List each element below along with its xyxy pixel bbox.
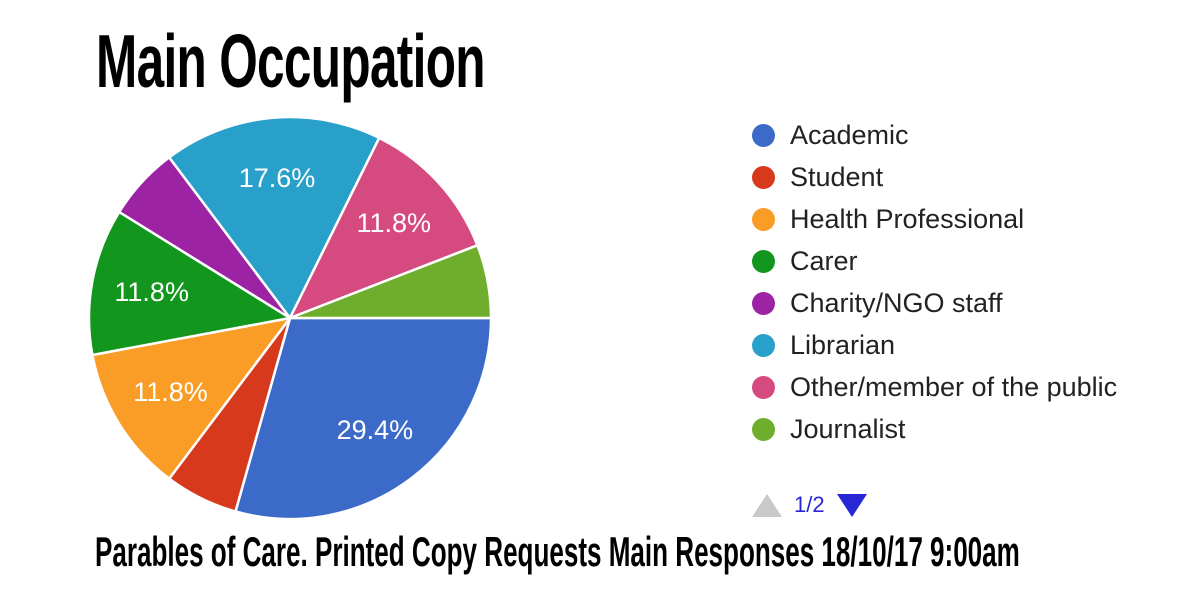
legend-item-charity-ngo-staff: Charity/NGO staff	[752, 282, 1117, 324]
legend-label: Student	[790, 161, 884, 192]
legend-label: Journalist	[790, 413, 906, 444]
pie-slice-journalist[interactable]	[288, 244, 493, 320]
legend-swatch-icon	[752, 207, 775, 231]
legend-label: Charity/NGO staff	[790, 287, 1003, 318]
pie-slice-label: 17.6%	[239, 163, 316, 193]
legend-item-student: Student	[752, 156, 1117, 198]
legend-label: Librarian	[790, 329, 896, 360]
legend-item-librarian: Librarian	[752, 324, 1117, 366]
pie-slice-label: 11.8%	[357, 208, 432, 238]
legend-item-other-member-of-the-public: Other/member of the public	[752, 366, 1117, 408]
legend-item-academic: Academic	[752, 114, 1117, 156]
legend-swatch-icon	[752, 417, 775, 441]
legend-label: Academic	[790, 119, 909, 150]
legend-item-carer: Carer	[752, 240, 1117, 282]
pie-slice-health-professional[interactable]	[91, 316, 292, 480]
chart-caption: Parables of Care. Printed Copy Requests …	[95, 528, 1020, 575]
legend-page-up-button[interactable]	[752, 493, 782, 517]
legend-pagination: 1/2	[752, 492, 867, 518]
pie-slice-label: 29.4%	[337, 415, 414, 445]
legend-page-label: 1/2	[794, 492, 825, 517]
legend-label: Other/member of the public	[790, 371, 1118, 402]
legend-swatch-icon	[752, 165, 775, 189]
legend-swatch-icon	[752, 333, 775, 357]
pie-slice-label: 11.8%	[133, 377, 208, 407]
legend-page-down-button[interactable]	[836, 493, 867, 517]
legend-item-health-professional: Health Professional	[752, 198, 1117, 240]
legend-label: Health Professional	[790, 203, 1025, 234]
legend-swatch-icon	[752, 123, 775, 147]
legend: Academic Student Health Professional Carer C…	[752, 114, 1117, 450]
pie-slice-carer[interactable]	[87, 210, 292, 357]
pie-slice-label: 11.8%	[114, 277, 189, 307]
pie-slice-academic[interactable]	[234, 316, 493, 521]
legend-swatch-icon	[752, 375, 775, 399]
pie-slice-other-member-of-the-public[interactable]	[288, 136, 479, 320]
legend-label: Carer	[790, 245, 858, 276]
chart-title: Main Occupation	[96, 19, 486, 103]
pie-chart: 29.4% 11.8% 11.8% 17.6% 11.8%	[87, 115, 493, 521]
legend-swatch-icon	[752, 291, 775, 315]
legend-swatch-icon	[752, 249, 775, 273]
legend-item-journalist: Journalist	[752, 408, 1117, 450]
pie-slice-librarian[interactable]	[167, 115, 381, 320]
